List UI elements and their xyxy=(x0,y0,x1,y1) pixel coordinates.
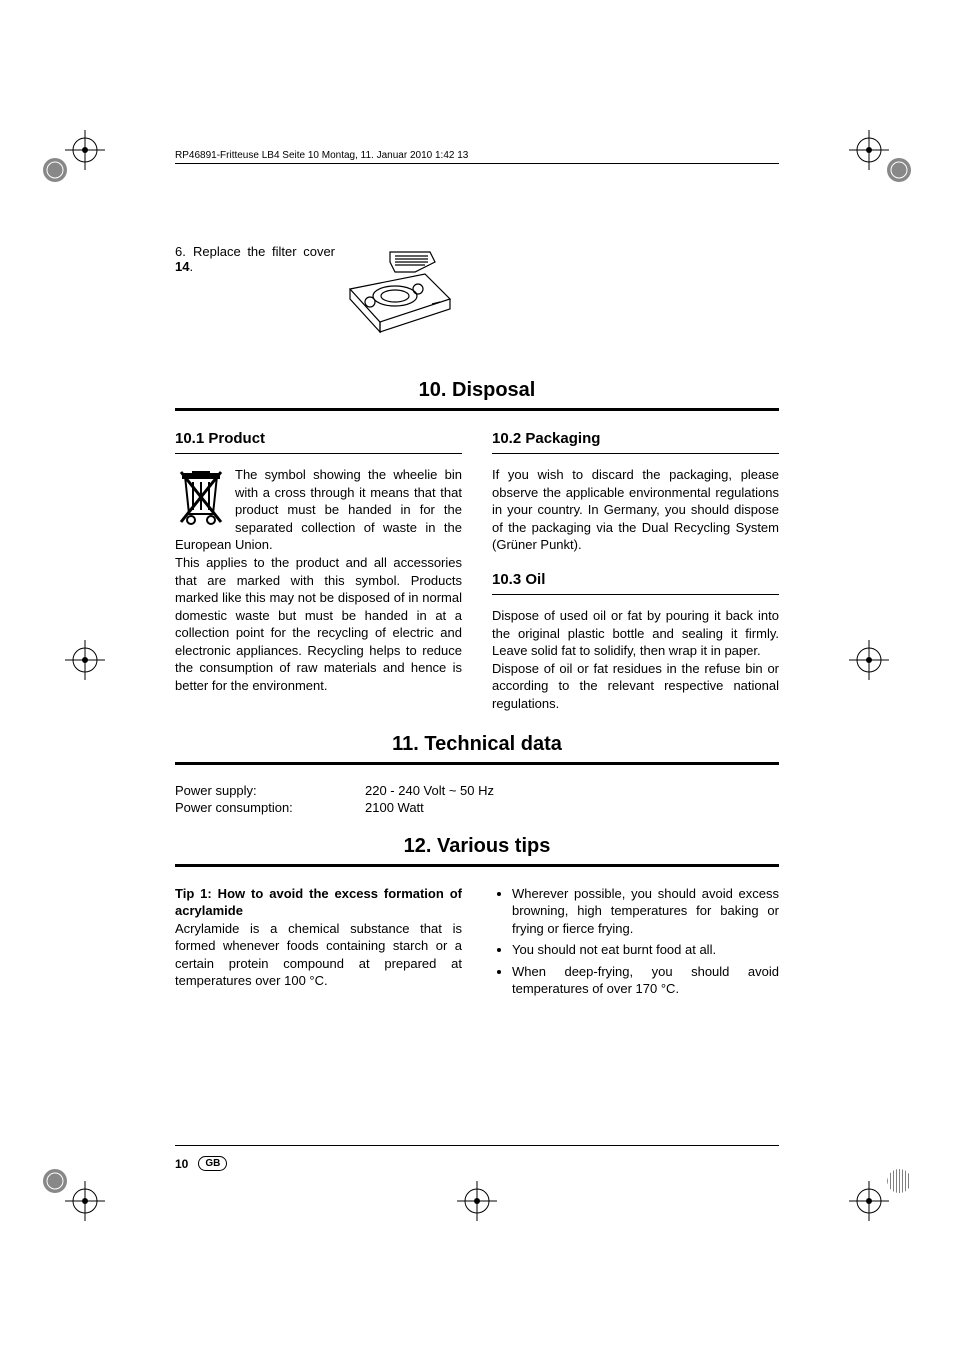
section-10-title: 10. Disposal xyxy=(175,379,779,402)
language-badge: GB xyxy=(198,1156,227,1171)
corner-dot-br xyxy=(884,1166,914,1196)
weee-bin-icon xyxy=(175,466,227,533)
corner-dot-tr xyxy=(884,155,914,185)
header-line: RP46891-Fritteuse LB4 Seite 10 Montag, 1… xyxy=(175,150,779,164)
divider xyxy=(175,408,779,411)
packaging-text: If you wish to discard the packaging, pl… xyxy=(492,466,779,554)
section-11-title: 11. Technical data xyxy=(175,733,779,756)
tips-list: Wherever possible, you should avoid exce… xyxy=(492,885,779,998)
tech-row-1: Power consumption: 2100 Watt xyxy=(175,800,779,815)
divider xyxy=(175,453,462,454)
sub-10-3-title: 10.3 Oil xyxy=(492,570,779,590)
tech-row-0: Power supply: 220 - 240 Volt ~ 50 Hz xyxy=(175,783,779,798)
page-footer: 10 GB xyxy=(175,1156,227,1171)
crop-mark-bl xyxy=(65,1181,105,1221)
divider xyxy=(175,864,779,867)
footer-divider xyxy=(175,1145,779,1146)
crop-mark-br xyxy=(849,1181,889,1221)
step-6-text: 6.Replace the filter cover 14. xyxy=(175,244,335,274)
oil-text-1: Dispose of used oil or fat by pouring it… xyxy=(492,607,779,660)
oil-text-2: Dispose of oil or fat residues in the re… xyxy=(492,660,779,713)
sub-10-2-title: 10.2 Packaging xyxy=(492,429,779,449)
divider xyxy=(492,594,779,595)
divider xyxy=(492,453,779,454)
crop-mark-mb xyxy=(457,1181,497,1221)
filter-cover-illustration xyxy=(340,244,460,349)
crop-mark-tl xyxy=(65,130,105,170)
corner-dot-bl xyxy=(40,1166,70,1196)
crop-mark-mr xyxy=(849,640,889,680)
tip-bullet-2: When deep-frying, you should avoid tempe… xyxy=(512,963,779,998)
crop-mark-ml xyxy=(65,640,105,680)
tip-bullet-1: You should not eat burnt food at all. xyxy=(512,941,779,959)
divider xyxy=(175,762,779,765)
product-disposal-text-2: This applies to the product and all acce… xyxy=(175,554,462,694)
crop-mark-tr xyxy=(849,130,889,170)
section-12-title: 12. Various tips xyxy=(175,835,779,858)
tip-1-para: Acrylamide is a chemical substance that … xyxy=(175,920,462,990)
sub-10-1-title: 10.1 Product xyxy=(175,429,462,449)
product-disposal-text: The symbol showing the wheelie bin with … xyxy=(175,466,462,554)
page-number: 10 xyxy=(175,1157,188,1171)
tip-1-heading: Tip 1: How to avoid the excess formation… xyxy=(175,885,462,920)
tip-bullet-0: Wherever possible, you should avoid exce… xyxy=(512,885,779,938)
corner-dot-tl xyxy=(40,155,70,185)
